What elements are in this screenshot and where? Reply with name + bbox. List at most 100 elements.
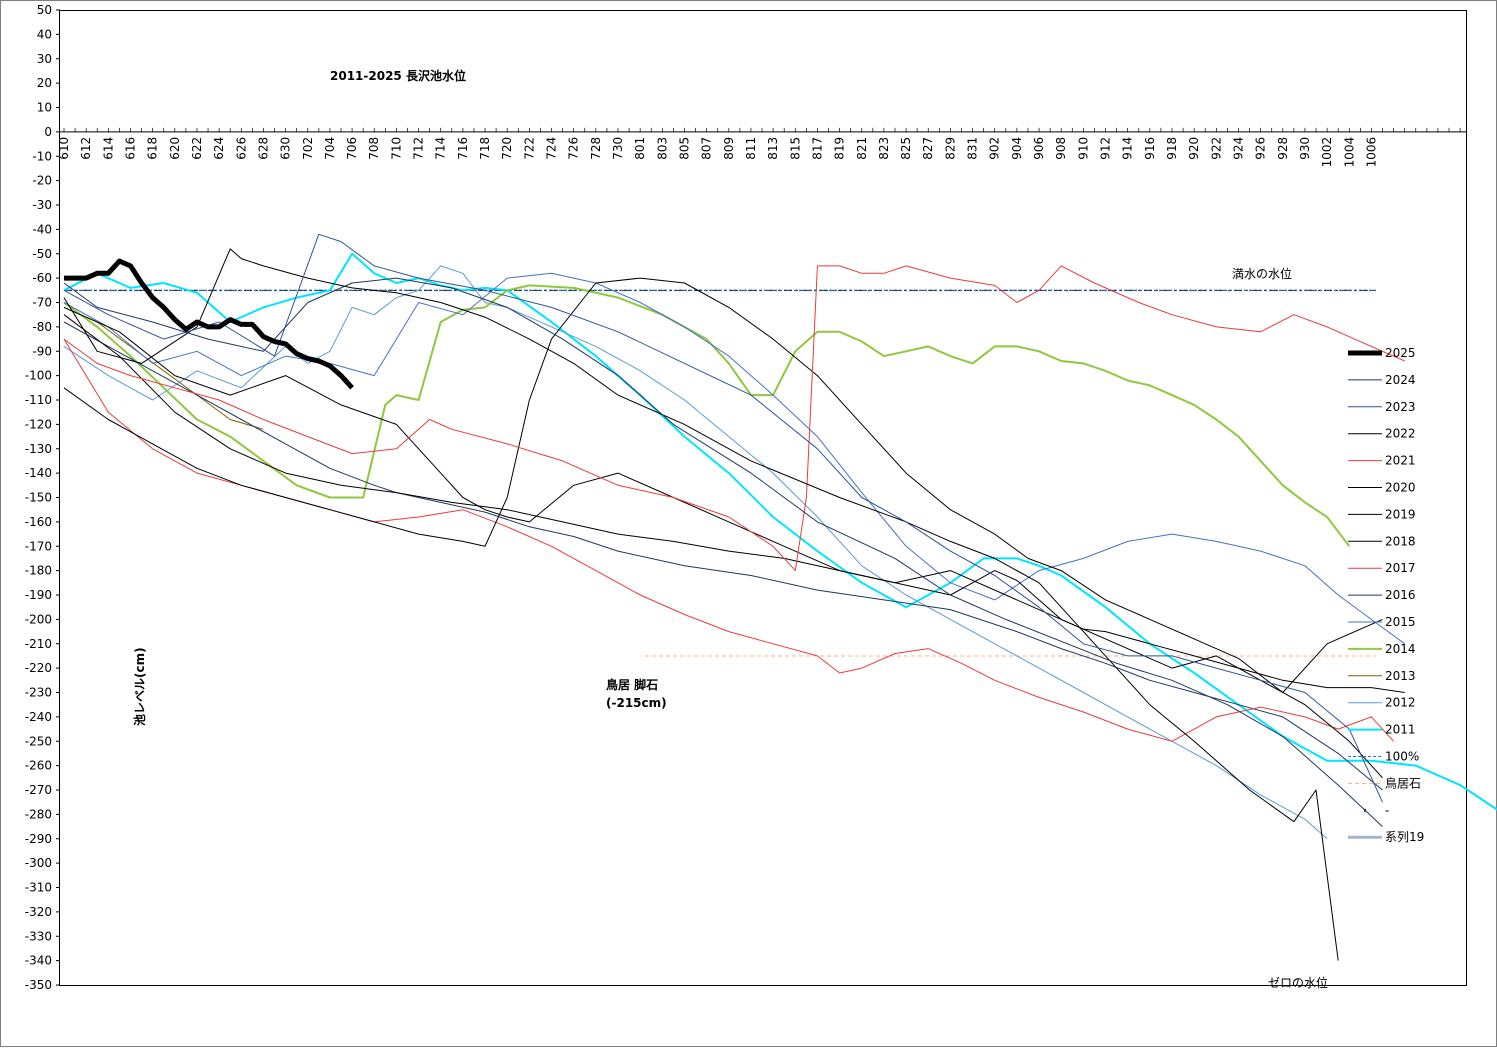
annotation-full-level: 満水の水位 xyxy=(1232,266,1292,281)
x-tick-label: 807 xyxy=(700,137,714,160)
y-tick-label: -220 xyxy=(25,661,52,675)
x-tick-label: 712 xyxy=(412,137,426,160)
x-tick-label: 827 xyxy=(921,137,935,160)
x-tick-label: 908 xyxy=(1054,137,1068,160)
x-tick-label: 813 xyxy=(766,137,780,160)
y-tick-label: 40 xyxy=(37,27,52,41)
y-tick-label: -170 xyxy=(25,539,52,553)
y-tick-label: -280 xyxy=(25,807,52,821)
y-tick-label: 50 xyxy=(37,3,52,17)
series-2011 xyxy=(63,252,1497,811)
y-tick-label: -190 xyxy=(25,588,52,602)
x-tick-label: 922 xyxy=(1209,137,1223,160)
x-tick-label: 825 xyxy=(899,137,913,160)
legend-label: 2017 xyxy=(1385,561,1416,575)
x-tick-label: 630 xyxy=(279,137,293,160)
x-tick-label: 831 xyxy=(966,137,980,160)
x-tick-label: 724 xyxy=(545,137,559,160)
annotation-torii: 鳥居 脚石 xyxy=(606,677,658,692)
y-tick-label: -40 xyxy=(32,222,52,236)
annotation-zero-level: ゼロの水位 xyxy=(1268,975,1328,990)
x-tick-label: 803 xyxy=(655,137,669,160)
y-tick-label: -310 xyxy=(25,881,52,895)
y-tick-label: -30 xyxy=(32,198,52,212)
x-tick-label: 801 xyxy=(633,137,647,160)
legend-label: 2021 xyxy=(1385,454,1416,468)
y-tick-label: -240 xyxy=(25,710,52,724)
legend-label: 2014 xyxy=(1385,642,1416,656)
y-tick-label: -290 xyxy=(25,832,52,846)
x-tick-label: 622 xyxy=(190,137,204,160)
x-tick-label: 716 xyxy=(456,137,470,160)
legend-label: 100% xyxy=(1385,750,1419,764)
y-tick-label: -130 xyxy=(25,442,52,456)
legend-label: 系列19 xyxy=(1385,830,1424,844)
series-2024 xyxy=(63,277,1383,827)
legend-label: 2024 xyxy=(1385,373,1416,387)
x-tick-label: 805 xyxy=(677,137,691,160)
x-tick-label: 914 xyxy=(1121,137,1135,160)
x-tick-label: 924 xyxy=(1231,137,1245,160)
legend-label: 2020 xyxy=(1385,481,1416,495)
x-tick-label: 720 xyxy=(500,137,514,160)
x-tick-label: 823 xyxy=(877,137,891,160)
y-tick-label: -120 xyxy=(25,417,52,431)
x-tick-label: 920 xyxy=(1187,137,1201,160)
x-tick-label: 902 xyxy=(988,137,1002,160)
y-tick-label: 10 xyxy=(37,101,52,115)
x-tick-label: 718 xyxy=(478,137,492,160)
x-tick-label: 616 xyxy=(123,137,137,160)
y-tick-label: -210 xyxy=(25,637,52,651)
legend-label: 2015 xyxy=(1385,615,1416,629)
x-tick-label: 928 xyxy=(1276,137,1290,160)
legend-label: 2019 xyxy=(1385,507,1416,521)
x-tick-label: 624 xyxy=(212,137,226,160)
y-tick-label: -300 xyxy=(25,856,52,870)
legend-label: 鳥居石 xyxy=(1385,775,1421,790)
legend-label: 2025 xyxy=(1385,346,1416,360)
x-tick-label: 809 xyxy=(722,137,736,160)
series-2021 xyxy=(63,265,1405,572)
y-tick-label: -160 xyxy=(25,515,52,529)
series-2015 xyxy=(63,272,1405,645)
y-axis: 50 40 30 20 10 0 -10 -20 -30 -40 -50 -60 -70 -80 -90 -1… xyxy=(25,3,60,992)
x-tick-label: 626 xyxy=(234,137,248,160)
y-tick-label: -10 xyxy=(32,149,52,163)
y-tick-label: 0 xyxy=(44,125,52,139)
x-tick-label: 912 xyxy=(1099,137,1113,160)
y-tick-label: -80 xyxy=(32,320,52,334)
legend-label: 2023 xyxy=(1385,400,1416,414)
y-tick-label: -180 xyxy=(25,564,52,578)
x-tick-label: 618 xyxy=(146,137,160,160)
x-tick-label: 726 xyxy=(567,137,581,160)
y-tick-label: 20 xyxy=(37,76,52,90)
x-tick-label: 817 xyxy=(810,137,824,160)
y-tick-label: -270 xyxy=(25,783,52,797)
y-tick-label: -60 xyxy=(32,271,52,285)
series-2025 xyxy=(64,258,354,390)
y-tick-label: -20 xyxy=(32,174,52,188)
series-group xyxy=(63,233,1497,961)
x-tick-label: 628 xyxy=(256,137,270,160)
x-tick-label: 916 xyxy=(1143,137,1157,160)
y-tick-label: -200 xyxy=(25,612,52,626)
x-axis: 610 612 614 616 618 620 622 624 626 628 630 702 704 7… xyxy=(57,127,1466,168)
series-2020 xyxy=(63,277,1383,693)
annotation-torii-sub: (-215cm) xyxy=(606,696,667,710)
x-tick-label: 708 xyxy=(367,137,381,160)
x-tick-label: 610 xyxy=(57,137,71,160)
x-tick-label: 1006 xyxy=(1364,137,1378,168)
legend-label: 2011 xyxy=(1385,723,1416,737)
x-tick-label: 706 xyxy=(345,137,359,160)
y-tick-label: -150 xyxy=(25,491,52,505)
x-tick-label: 614 xyxy=(101,137,115,160)
legend-label: 2016 xyxy=(1385,588,1416,602)
x-tick-label: 815 xyxy=(788,137,802,160)
y-tick-label: -340 xyxy=(25,954,52,968)
x-tick-label: 829 xyxy=(943,137,957,160)
x-tick-label: 819 xyxy=(833,137,847,160)
x-tick-label: 926 xyxy=(1254,137,1268,160)
y-tick-label: -260 xyxy=(25,759,52,773)
